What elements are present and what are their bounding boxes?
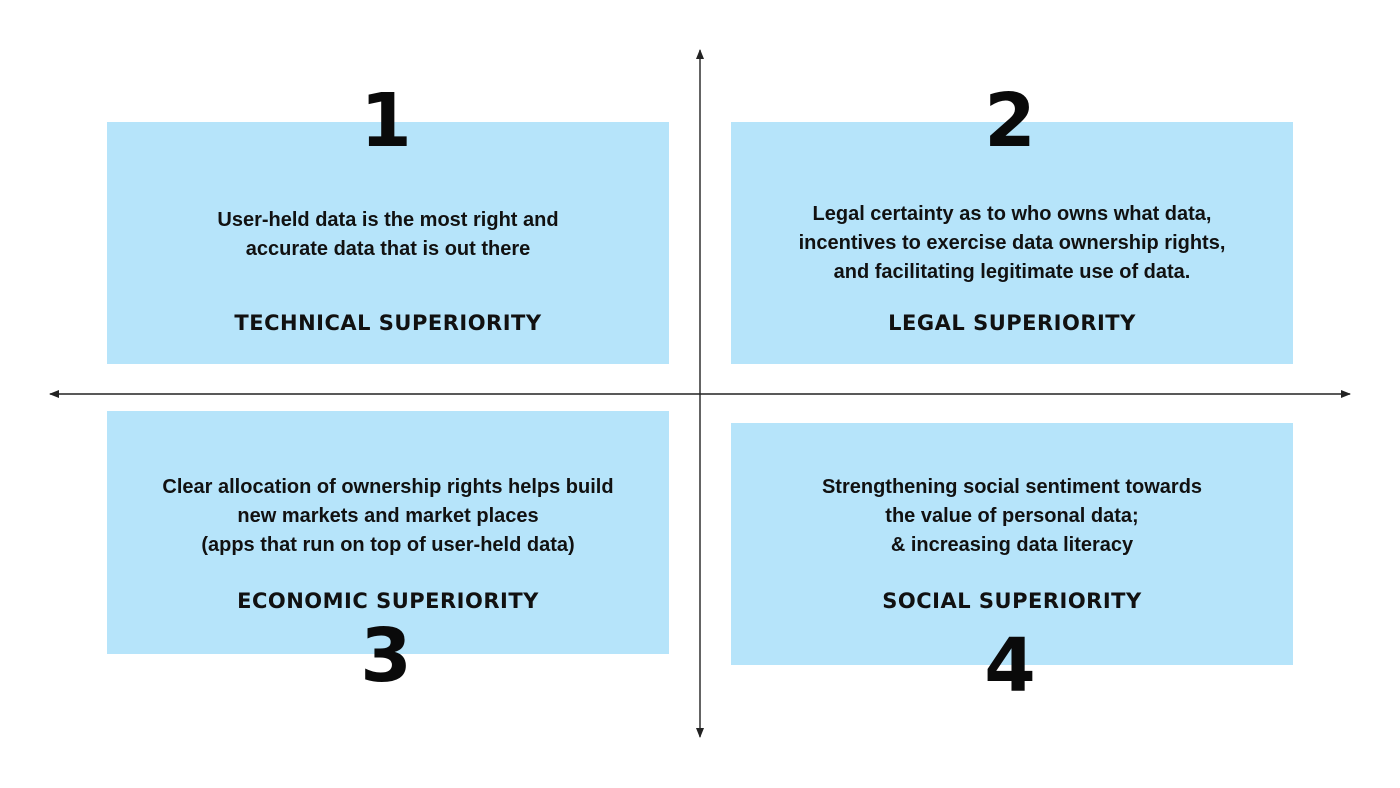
description-line: Strengthening social sentiment towards bbox=[821, 476, 1203, 498]
description-line: and facilitating legitimate use of data. bbox=[833, 261, 1191, 283]
description-line: (apps that run on top of user-held data) bbox=[201, 534, 575, 556]
quadrant-description: Clear allocation of ownership rights hel… bbox=[107, 473, 669, 560]
quadrant-title: TECHNICAL SUPERIORITY bbox=[234, 311, 542, 335]
quadrant-social: Strengthening social sentiment towards t… bbox=[731, 423, 1293, 665]
quadrant-title: SOCIAL SUPERIORITY bbox=[882, 589, 1142, 613]
description-line: & increasing data literacy bbox=[890, 534, 1134, 556]
description-line: the value of personal data; bbox=[885, 505, 1139, 527]
quadrant-description: User-held data is the most right and acc… bbox=[107, 206, 669, 264]
description-line: accurate data that is out there bbox=[245, 238, 531, 260]
quadrant-description: Legal certainty as to who owns what data… bbox=[731, 200, 1293, 287]
quadrant-legal: Legal certainty as to who owns what data… bbox=[731, 122, 1293, 364]
quadrant-description: Strengthening social sentiment towards t… bbox=[731, 473, 1293, 560]
quadrant-title: LEGAL SUPERIORITY bbox=[888, 311, 1136, 335]
description-line: Legal certainty as to who owns what data… bbox=[812, 203, 1212, 225]
description-line: new markets and market places bbox=[237, 505, 539, 527]
description-line: Clear allocation of ownership rights hel… bbox=[162, 476, 614, 498]
quadrant-number-1: 1 bbox=[360, 78, 412, 164]
quadrant-title: ECONOMIC SUPERIORITY bbox=[237, 589, 539, 613]
description-line: User-held data is the most right and bbox=[217, 209, 559, 231]
quadrant-technical: User-held data is the most right and acc… bbox=[107, 122, 669, 364]
description-line: incentives to exercise data ownership ri… bbox=[798, 232, 1226, 254]
quadrant-number-4: 4 bbox=[984, 623, 1036, 709]
quadrant-economic: Clear allocation of ownership rights hel… bbox=[107, 411, 669, 654]
quadrant-number-2: 2 bbox=[984, 78, 1036, 164]
quadrant-number-3: 3 bbox=[360, 613, 412, 699]
